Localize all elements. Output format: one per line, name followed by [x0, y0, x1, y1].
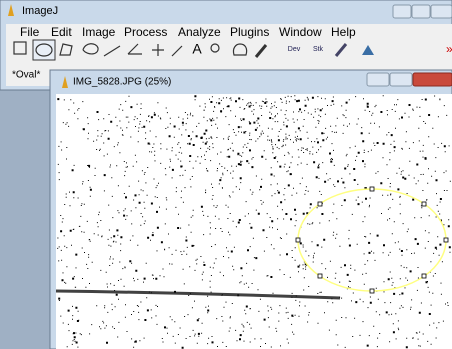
selection-handle[interactable]	[318, 202, 322, 206]
image-close[interactable]	[413, 73, 452, 86]
status-text: *Oval*	[12, 70, 40, 81]
menu-item[interactable]: Plugins	[230, 25, 269, 39]
minimize-button[interactable]	[393, 5, 411, 18]
image-minimize[interactable]	[367, 73, 389, 86]
body: ImageJ File Edit Image Process Analyze Plugin…	[0, 0, 452, 349]
text-tool[interactable]: A	[192, 41, 202, 57]
image-maximize[interactable]	[390, 73, 412, 86]
main-window-title: ImageJ	[22, 5, 58, 17]
menu-item[interactable]: Process	[124, 25, 167, 39]
window-controls[interactable]	[393, 5, 452, 18]
menu-bar: File Edit Image Process Analyze Plugins Window…	[20, 25, 356, 39]
maximize-button[interactable]	[412, 5, 430, 18]
image-window-title: IMG_5828.JPG (25%)	[73, 77, 171, 88]
page: {"main_window": {"title": "ImageJ", "men…	[0, 0, 452, 349]
dev-tool[interactable]: Dev	[288, 46, 301, 53]
selection-handle[interactable]	[444, 238, 448, 242]
stk-tool[interactable]: Stk	[313, 46, 324, 53]
menu-item[interactable]: Analyze	[178, 25, 221, 39]
selection-handle[interactable]	[370, 289, 374, 293]
image-canvas	[56, 94, 452, 349]
menu-item[interactable]: Edit	[51, 25, 72, 39]
menu-item[interactable]: File	[20, 25, 40, 39]
screen: ImageJ File Edit Image Process Analyze Plugin…	[0, 0, 452, 349]
selection-handle[interactable]	[318, 274, 322, 278]
more-tools[interactable]: »	[446, 42, 452, 56]
selection-handle[interactable]	[296, 238, 300, 242]
menu-item[interactable]: Image	[82, 25, 116, 39]
image-window-controls[interactable]	[367, 73, 452, 86]
menu-item[interactable]: Window	[279, 25, 322, 39]
selection-handle[interactable]	[422, 274, 426, 278]
close-button[interactable]	[431, 5, 452, 18]
selection-handle[interactable]	[370, 187, 374, 191]
selection-handle[interactable]	[422, 202, 426, 206]
menu-item[interactable]: Help	[331, 25, 356, 39]
